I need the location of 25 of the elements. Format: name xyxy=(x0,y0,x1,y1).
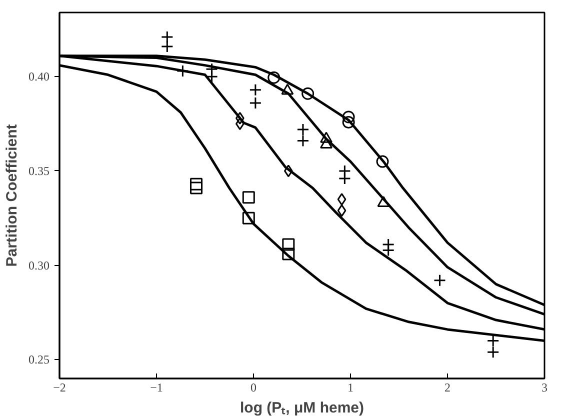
x-tick-label: −1 xyxy=(150,380,163,394)
point xyxy=(376,155,389,168)
x-tick-label: 1 xyxy=(348,380,354,394)
x-tick-label: 0 xyxy=(250,380,256,394)
point xyxy=(282,238,295,251)
point xyxy=(242,191,255,204)
y-tick-label: 0.40 xyxy=(28,70,50,84)
point xyxy=(268,71,280,84)
point xyxy=(242,212,255,224)
point xyxy=(282,248,295,260)
x-tick-label: −2 xyxy=(53,380,66,394)
y-axis-title: Partition Coefficient xyxy=(4,124,20,267)
x-tick-label: 3 xyxy=(542,380,548,394)
point xyxy=(337,193,346,206)
y-tick-label: 0.25 xyxy=(28,352,50,367)
point xyxy=(302,87,314,100)
y-tick-label: 0.30 xyxy=(28,258,50,272)
point xyxy=(337,204,346,217)
x-tick-label: 2 xyxy=(444,380,450,394)
point xyxy=(190,178,203,190)
x-axis-title: log (Pₜ, μM heme) xyxy=(240,400,364,416)
y-tick-label: 0.35 xyxy=(28,164,50,178)
point xyxy=(342,116,355,129)
point xyxy=(342,110,355,124)
point xyxy=(190,182,203,194)
